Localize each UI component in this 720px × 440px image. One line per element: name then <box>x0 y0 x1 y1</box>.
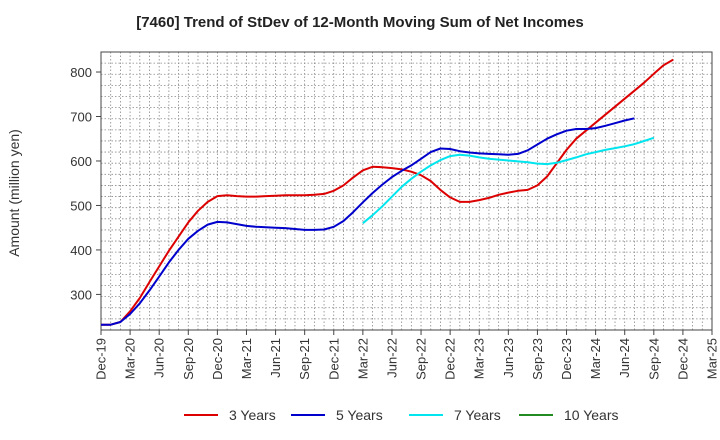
x-tick-label: Sep-21 <box>297 338 312 380</box>
y-tick-label: 600 <box>70 154 92 169</box>
x-tick-label: Dec-24 <box>675 338 690 380</box>
y-axis-label: Amount (million yen) <box>6 129 22 257</box>
y-tick-label: 800 <box>70 65 92 80</box>
legend-swatch <box>409 414 443 416</box>
series-line-2 <box>101 117 635 326</box>
legend-item-3-years: 3 Years <box>184 404 276 426</box>
x-tick-label: Mar-25 <box>705 338 720 379</box>
legend-swatch <box>184 414 218 416</box>
y-tick-label: 300 <box>70 287 92 302</box>
x-tick-label: Sep-24 <box>646 338 661 380</box>
series-lines <box>101 58 674 326</box>
series-line-3 <box>362 136 655 224</box>
chart-legend: 3 Years 5 Years 7 Years 10 Years <box>0 404 720 426</box>
x-tick-label: Dec-20 <box>210 338 225 380</box>
legend-item-10-years: 10 Years <box>519 404 619 426</box>
x-tick-label: Sep-23 <box>530 338 545 380</box>
y-tick-label: 400 <box>70 243 92 258</box>
legend-item-7-years: 7 Years <box>409 404 501 426</box>
legend-item-5-years: 5 Years <box>291 404 383 426</box>
legend-label: 7 Years <box>454 407 501 423</box>
x-tick-label: Dec-21 <box>326 338 341 380</box>
legend-swatch <box>291 414 325 416</box>
x-tick-label: Jun-20 <box>152 338 167 378</box>
legend-label: 3 Years <box>229 407 276 423</box>
legend-label: 5 Years <box>336 407 383 423</box>
grid-lines <box>100 51 713 331</box>
series-line-1 <box>101 58 674 326</box>
x-tick-label: Mar-24 <box>588 338 603 379</box>
x-tick-label: Dec-23 <box>559 338 574 380</box>
x-tick-label: Mar-20 <box>123 338 138 379</box>
y-axis-ticks: 300 400 500 600 700 800 <box>70 65 101 302</box>
x-axis-ticks: Dec-19 Mar-20 Jun-20 Sep-20 Dec-20 Mar-21 Jun-… <box>94 330 720 380</box>
x-tick-label: Jun-23 <box>501 338 516 378</box>
x-tick-label: Mar-21 <box>239 338 254 379</box>
x-tick-label: Dec-19 <box>94 338 109 380</box>
legend-swatch <box>519 414 553 416</box>
x-tick-label: Sep-22 <box>414 338 429 380</box>
x-tick-label: Jun-24 <box>617 338 632 378</box>
x-tick-label: Mar-22 <box>355 338 370 379</box>
plot-frame <box>100 51 713 331</box>
x-tick-label: Jun-22 <box>384 338 399 378</box>
x-tick-label: Dec-22 <box>443 338 458 380</box>
chart-title: [7460] Trend of StDev of 12-Month Moving… <box>136 14 584 31</box>
y-tick-label: 700 <box>70 109 92 124</box>
x-tick-label: Jun-21 <box>268 338 283 378</box>
legend-label: 10 Years <box>564 407 619 423</box>
y-tick-label: 500 <box>70 198 92 213</box>
x-tick-label: Mar-23 <box>472 338 487 379</box>
x-tick-label: Sep-20 <box>181 338 196 380</box>
